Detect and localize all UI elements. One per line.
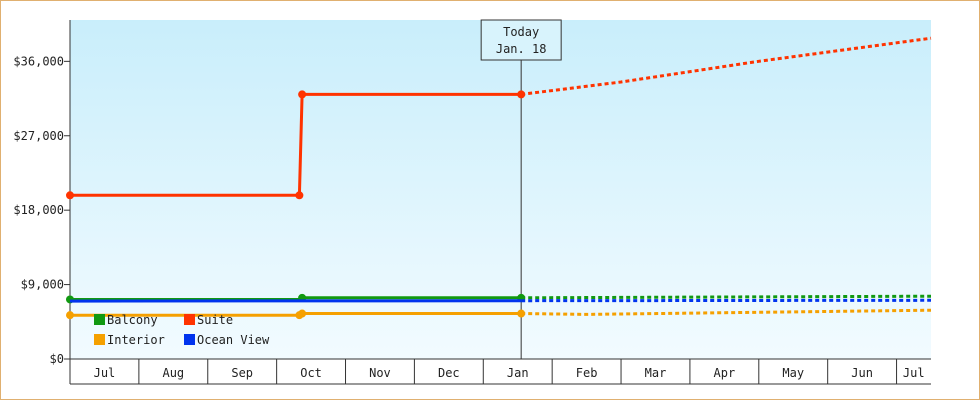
interior-point: [66, 311, 74, 320]
x-tick-label: Oct: [300, 366, 322, 380]
x-tick-label: Dec: [438, 366, 460, 380]
balcony-series-line: [70, 296, 522, 301]
interior-point: [517, 309, 526, 318]
suite-point: [295, 191, 304, 200]
legend-label-suite: Suite: [197, 313, 233, 327]
legend-swatch-balcony: [94, 314, 105, 325]
suite-forecast-line: [521, 36, 932, 96]
y-tick-label: $27,000: [13, 129, 64, 143]
x-tick-label: Jun: [851, 366, 873, 380]
y-tick-label: $9,000: [21, 278, 64, 292]
balcony-forecast-line: [521, 294, 932, 300]
x-tick-label: Nov: [369, 366, 391, 380]
interior-point: [298, 309, 307, 318]
suite-point: [517, 90, 526, 99]
x-tick-label: May: [782, 366, 804, 380]
legend-label-ocean-view: Ocean View: [197, 333, 270, 347]
x-tick-label: Aug: [162, 366, 184, 380]
y-tick-label: $0: [50, 352, 64, 366]
x-tick-label: Jan: [507, 366, 529, 380]
suite-point: [298, 90, 307, 99]
interior-forecast-line: [521, 308, 932, 316]
x-tick-label: Apr: [714, 366, 736, 380]
legend-swatch-ocean-view: [184, 334, 195, 345]
suite-point: [66, 191, 74, 200]
legend-label-interior: Interior: [107, 333, 165, 347]
today-date: Jan. 18: [496, 42, 547, 56]
y-tick-label: $36,000: [13, 54, 64, 68]
today-box: [480, 19, 562, 61]
legend-swatch-suite: [184, 314, 195, 325]
x-tick-label: Mar: [645, 366, 667, 380]
x-tick-label: Sep: [231, 366, 253, 380]
legend-swatch-interior: [94, 334, 105, 345]
today-label: Today: [503, 25, 539, 39]
x-tick-label: Jul: [94, 366, 116, 380]
x-tick-label: Feb: [576, 366, 598, 380]
y-tick-label: $18,000: [13, 203, 64, 217]
legend-label-balcony: Balcony: [107, 313, 158, 327]
suite-series-line: [70, 92, 522, 197]
x-tick-label: Jul: [903, 366, 925, 380]
plot-area: [70, 20, 931, 359]
